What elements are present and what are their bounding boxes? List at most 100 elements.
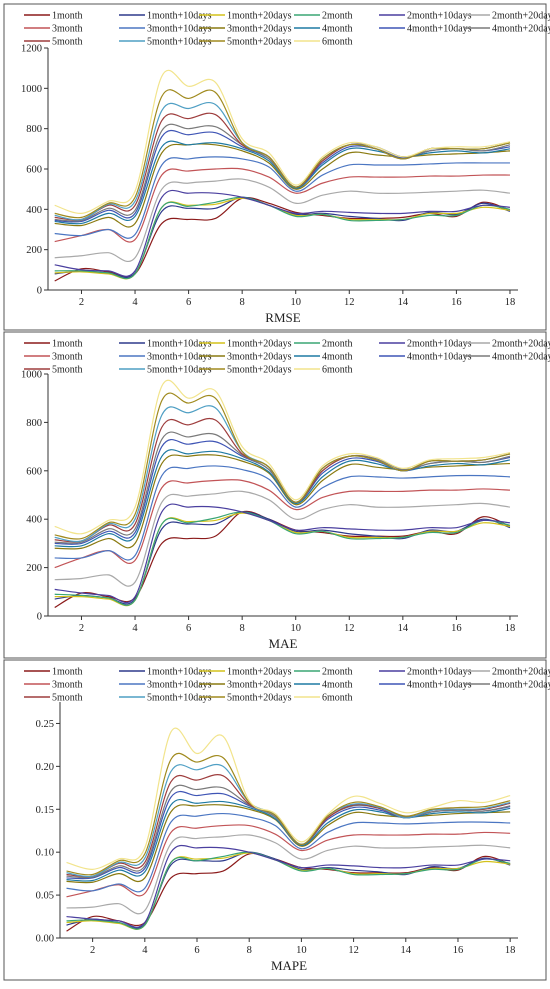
legend-item: 3month+10days bbox=[119, 24, 212, 35]
x-tick-label: 12 bbox=[344, 297, 355, 308]
legend-label: 3month+10days bbox=[147, 24, 212, 35]
legend-label: 3month+20days bbox=[227, 680, 292, 691]
series-line-5month-plus-20days bbox=[66, 752, 511, 876]
legend-item: 5month+10days bbox=[119, 365, 212, 376]
legend-label: 3month+10days bbox=[147, 680, 212, 691]
x-tick-label: 8 bbox=[240, 623, 245, 634]
legend-label: 5month+20days bbox=[227, 37, 292, 48]
legend-item: 4month+10days bbox=[379, 24, 472, 35]
legend-item: 2month+10days bbox=[379, 339, 472, 350]
x-tick-label: 18 bbox=[505, 297, 516, 308]
x-tick-label: 2 bbox=[79, 297, 84, 308]
legend-label: 5month+20days bbox=[227, 365, 292, 376]
legend-label: 5month+10days bbox=[147, 365, 212, 376]
legend-label: 5month+10days bbox=[147, 37, 212, 48]
series-line-3month bbox=[66, 824, 511, 898]
y-tick-label: 200 bbox=[26, 563, 42, 574]
legend-label: 2month bbox=[322, 11, 353, 22]
series-line-3month-plus-20days bbox=[54, 143, 511, 228]
legend-label: 2month+10days bbox=[407, 339, 472, 350]
y-tick-label: 1000 bbox=[21, 84, 42, 95]
legend-item: 4month bbox=[294, 680, 353, 691]
legend-item: 1month bbox=[24, 339, 83, 350]
legend-item: 2month bbox=[294, 339, 353, 350]
legend-item: 3month+20days bbox=[199, 24, 292, 35]
legend-label: 1month+20days bbox=[227, 667, 292, 678]
legend-item: 1month+10days bbox=[119, 339, 212, 350]
legend-label: 1month+10days bbox=[147, 667, 212, 678]
legend-item: 5month+10days bbox=[119, 37, 212, 48]
x-tick-label: 8 bbox=[247, 945, 252, 956]
x-tick-label: 6 bbox=[186, 297, 191, 308]
series-line-4month-plus-20days bbox=[54, 431, 511, 544]
series-line-3month-plus-10days bbox=[54, 465, 510, 561]
y-tick-label: 0.25 bbox=[36, 719, 54, 730]
series-line-6month bbox=[54, 69, 511, 214]
x-axis-label: MAE bbox=[269, 636, 298, 651]
legend-item: 4month bbox=[294, 24, 353, 35]
legend-item: 3month+10days bbox=[119, 680, 212, 691]
legend-item: 5month+20days bbox=[199, 365, 292, 376]
series-line-2month-plus-20days bbox=[54, 178, 511, 263]
legend-label: 4month+10days bbox=[407, 24, 472, 35]
y-tick-label: 800 bbox=[26, 418, 42, 429]
y-tick-label: 1000 bbox=[21, 370, 42, 381]
x-tick-label: 10 bbox=[290, 623, 301, 634]
legend-label: 2month bbox=[322, 667, 353, 678]
y-tick-label: 0.10 bbox=[36, 848, 54, 859]
legend-item: 5month+20days bbox=[199, 693, 292, 704]
chart-panel-1: 1month 1month+10days 1month+20days 2month 2m… bbox=[3, 3, 550, 331]
series-lines bbox=[66, 727, 511, 932]
x-tick-label: 4 bbox=[142, 945, 148, 956]
legend-item: 4month+10days bbox=[379, 352, 472, 363]
series-line-3month-plus-10days bbox=[66, 812, 511, 893]
legend-label: 6month bbox=[322, 37, 353, 48]
x-axis-label: MAPE bbox=[271, 958, 307, 973]
legend-label: 5month+20days bbox=[227, 693, 292, 704]
legend-label: 1month bbox=[52, 11, 83, 22]
y-tick-label: 0 bbox=[37, 286, 42, 297]
legend-label: 1month bbox=[52, 667, 83, 678]
x-tick-label: 16 bbox=[451, 623, 462, 634]
legend-label: 4month bbox=[322, 24, 353, 35]
legend-label: 2month+10days bbox=[407, 667, 472, 678]
series-line-2month bbox=[54, 196, 511, 280]
series-line-2month-plus-20days bbox=[54, 490, 511, 587]
legend-label: 1month+20days bbox=[227, 339, 292, 350]
legend-label: 1month bbox=[52, 339, 83, 350]
legend-label: 3month bbox=[52, 352, 83, 363]
legend-label: 2month+10days bbox=[407, 11, 472, 22]
legend-label: 4month+10days bbox=[407, 352, 472, 363]
y-tick-label: 0.20 bbox=[36, 762, 54, 773]
legend-item: 1month+10days bbox=[119, 11, 212, 22]
legend-item: 4month+20days bbox=[464, 352, 550, 363]
series-line-3month-plus-10days bbox=[54, 156, 510, 239]
legend-item: 5month bbox=[24, 365, 83, 376]
legend-item: 2month+10days bbox=[379, 11, 472, 22]
legend-label: 5month bbox=[52, 365, 83, 376]
series-line-6month bbox=[66, 727, 511, 870]
series-line-2month-plus-10days bbox=[54, 503, 511, 604]
legend-label: 4month+20days bbox=[492, 24, 550, 35]
legend-item: 5month bbox=[24, 37, 83, 48]
series-line-2month bbox=[54, 511, 511, 606]
legend-item: 2month bbox=[294, 667, 353, 678]
series-line-4month-plus-20days bbox=[54, 123, 511, 222]
legend-item: 6month bbox=[294, 37, 353, 48]
legend-item: 1month+20days bbox=[199, 11, 292, 22]
legend-item: 6month bbox=[294, 693, 353, 704]
y-tick-label: 600 bbox=[26, 165, 42, 176]
chart-panel-3: 1month 1month+10days 1month+20days 2month 2m… bbox=[3, 659, 550, 981]
legend-label: 4month bbox=[322, 680, 353, 691]
x-tick-label: 12 bbox=[348, 945, 359, 956]
legend-label: 2month+20days bbox=[492, 11, 550, 22]
y-tick-label: 0.05 bbox=[36, 891, 54, 902]
legend-item: 6month bbox=[294, 365, 353, 376]
legend-item: 5month bbox=[24, 693, 83, 704]
legend-label: 5month bbox=[52, 693, 83, 704]
x-tick-label: 16 bbox=[453, 945, 464, 956]
y-tick-label: 0.15 bbox=[36, 805, 54, 816]
legend-label: 1month+20days bbox=[227, 11, 292, 22]
legend-item: 2month+20days bbox=[464, 339, 550, 350]
